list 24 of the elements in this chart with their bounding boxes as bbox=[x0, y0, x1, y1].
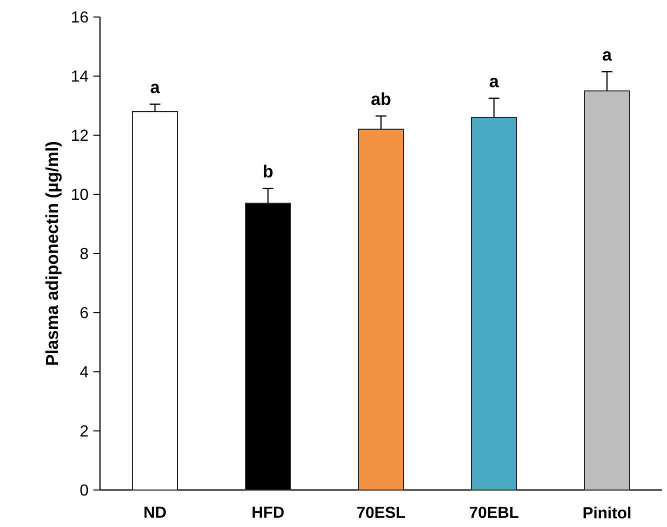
annotation: a bbox=[602, 51, 612, 61]
x-tick-label: ND bbox=[144, 506, 166, 518]
y-tick-label: 12 bbox=[72, 130, 88, 141]
y-tick-label: 14 bbox=[72, 70, 88, 82]
annotation: a bbox=[490, 78, 499, 88]
y-axis-title: Plasma adiponectin (µg/ml) bbox=[45, 142, 62, 365]
y-tick-label: 2 bbox=[80, 425, 88, 436]
y-tick-label: 0 bbox=[80, 484, 88, 496]
bar bbox=[584, 90, 630, 491]
bar bbox=[470, 116, 518, 491]
x-tick-label: 70ESL bbox=[357, 506, 405, 518]
annotation: b bbox=[264, 164, 273, 178]
bar bbox=[132, 111, 178, 491]
bar bbox=[358, 128, 404, 491]
x-tick-label: Pinitol bbox=[584, 506, 630, 518]
annotation: ab bbox=[371, 92, 390, 106]
y-tick-label: 6 bbox=[80, 306, 88, 318]
x-tick-label: 70EBL bbox=[470, 506, 518, 518]
annotation: a bbox=[150, 84, 160, 94]
y-tick-label: 16 bbox=[72, 11, 88, 23]
y-tick-label: 10 bbox=[72, 188, 88, 200]
x-tick-label: HFD bbox=[252, 506, 284, 518]
y-tick-label: 8 bbox=[80, 248, 88, 260]
y-tick-label: 4 bbox=[80, 366, 88, 378]
